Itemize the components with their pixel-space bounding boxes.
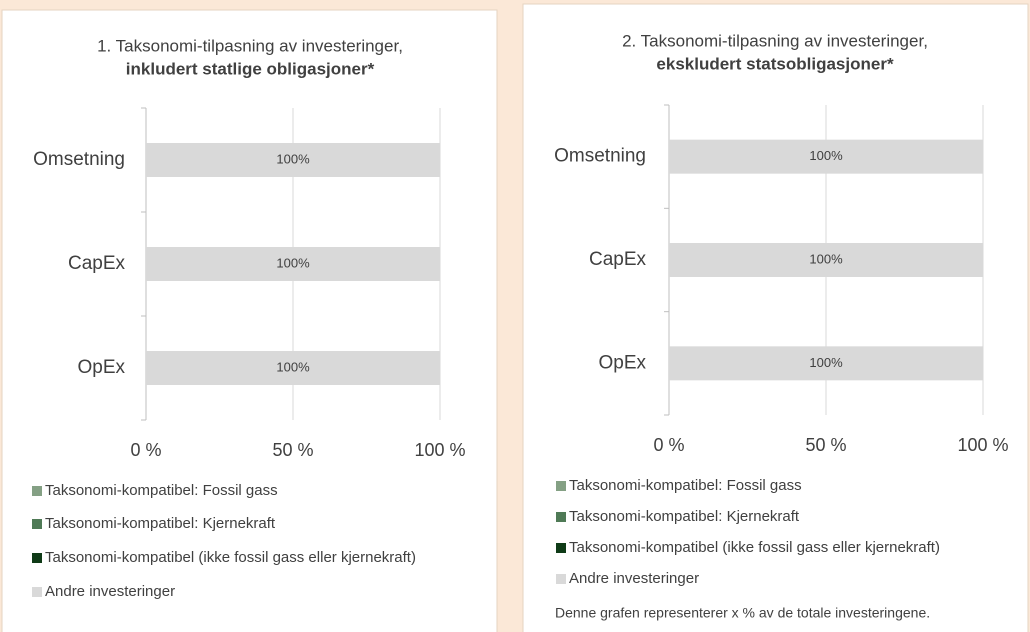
- x-tick-label: 50 %: [272, 440, 313, 460]
- legend-swatch: [556, 574, 566, 584]
- legend-swatch: [556, 512, 566, 522]
- x-tick-label: 100 %: [957, 435, 1008, 455]
- data-label: 100%: [276, 359, 310, 374]
- chart-title: 1. Taksonomi-tilpasning av investeringer…: [97, 36, 403, 55]
- x-tick-label: 0 %: [130, 440, 161, 460]
- category-label: CapEx: [68, 253, 126, 274]
- data-label: 100%: [809, 251, 843, 266]
- bar-segment: [146, 143, 440, 177]
- bar-segment: [669, 243, 983, 277]
- bar-segment: [669, 139, 983, 174]
- legend-swatch: [32, 486, 42, 496]
- legend-swatch: [32, 587, 42, 597]
- legend-label: Taksonomi-kompatibel: Kjernekraft: [45, 515, 276, 532]
- panel: [522, 3, 1029, 632]
- legend-swatch: [556, 481, 566, 491]
- legend-label: Taksonomi-kompatibel: Fossil gass: [45, 482, 278, 499]
- chart-subtitle: inkludert statlige obligasjoner*: [126, 59, 375, 78]
- chart-title: 2. Taksonomi-tilpasning av investeringer…: [622, 31, 928, 50]
- legend-label: Andre investeringer: [569, 570, 699, 587]
- bar-segment: [146, 247, 440, 281]
- legend-label: Andre investeringer: [45, 583, 175, 600]
- legend-label: Taksonomi-kompatibel (ikke fossil gass e…: [569, 539, 940, 556]
- category-label: Omsetning: [554, 146, 646, 167]
- bar-segment: [669, 346, 983, 381]
- data-label: 100%: [809, 148, 843, 163]
- chart-subtitle: ekskludert statsobligasjoner*: [656, 54, 894, 73]
- bar-segment: [146, 351, 440, 385]
- legend-swatch: [556, 543, 566, 553]
- category-label: OpEx: [598, 352, 646, 373]
- x-tick-label: 100 %: [414, 440, 465, 460]
- legend-label: Taksonomi-kompatibel: Fossil gass: [569, 477, 802, 494]
- note: Denne grafen representerer x % av de tot…: [555, 605, 930, 621]
- legend-label: Taksonomi-kompatibel (ikke fossil gass e…: [45, 549, 416, 566]
- category-label: CapEx: [589, 249, 647, 270]
- legend-label: Taksonomi-kompatibel: Kjernekraft: [569, 508, 800, 525]
- category-label: OpEx: [77, 357, 125, 378]
- x-tick-label: 50 %: [805, 435, 846, 455]
- data-label: 100%: [276, 255, 310, 270]
- data-label: 100%: [809, 355, 843, 370]
- legend-swatch: [32, 553, 42, 563]
- category-label: Omsetning: [33, 149, 125, 170]
- x-tick-label: 0 %: [653, 435, 684, 455]
- data-label: 100%: [276, 151, 310, 166]
- panel: [1, 9, 498, 632]
- legend-swatch: [32, 519, 42, 529]
